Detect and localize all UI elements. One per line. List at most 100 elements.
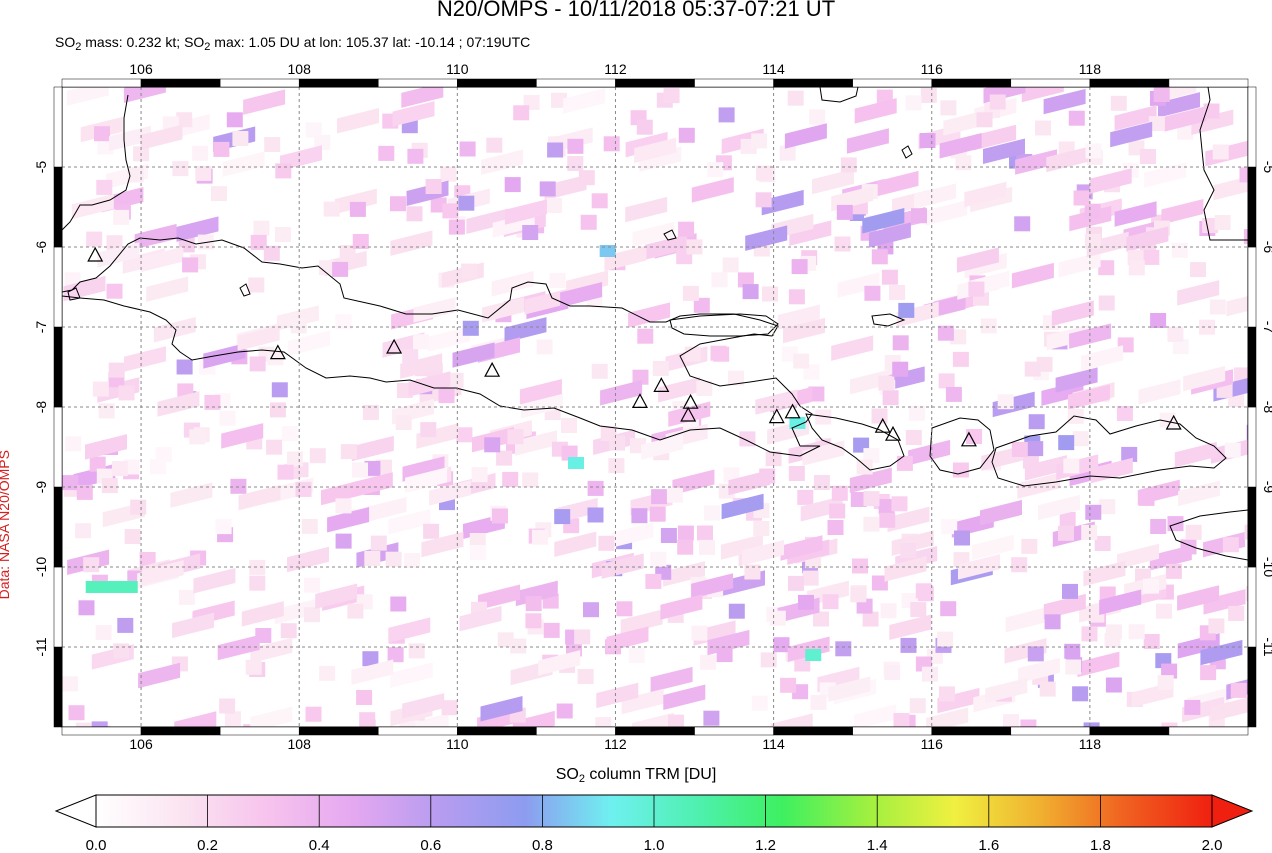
so2-pixel [62,676,79,692]
so2-pixel [219,410,236,426]
so2-pixel [997,394,1014,410]
so2-pixel [1011,262,1054,289]
so2-pixel [469,533,486,548]
so2-pixel [536,339,553,355]
so2-pixel [632,712,674,727]
frame-bar-lon [615,78,695,88]
so2-pixel [713,346,730,362]
so2-pixel [846,128,889,154]
coastline-java-south [62,295,821,457]
so2-pixel [980,499,1022,526]
so2-pixel [195,165,212,181]
so2-pixel [645,234,688,260]
colorbar-ticks: 0.0 0.2 0.4 0.6 0.8 1.0 1.2 1.4 1.6 1.8 2.0 [86,795,1222,853]
so2-pixel [75,722,92,727]
so2-pixel [471,467,488,483]
so2-pixel [1005,606,1048,633]
so2-pixel [1110,95,1127,111]
so2-pixel [1099,499,1116,515]
so2-pixel [301,518,318,534]
so2-pixel [852,558,868,574]
so2-pixel [677,525,694,541]
so2-pixel-layer [62,87,1248,727]
so2-pixel [1203,589,1246,615]
volcano-marker [1165,414,1182,430]
colorbar-tick-label: 0.0 [86,837,107,853]
so2-pixel [1116,406,1133,421]
so2-pixel [751,133,768,149]
so2-pixel [1039,681,1056,697]
so2-pixel [1164,106,1207,132]
volcano-marker [784,403,801,419]
so2-pixel [176,112,193,128]
so2-pixel [882,390,899,406]
so2-pixel [591,363,608,379]
lat-tick-label: -7 [1261,321,1272,334]
so2-pixel [863,448,880,464]
so2-pixel [362,651,379,667]
so2-pixel [881,269,898,285]
so2-pixel [504,177,521,193]
so2-pixel [880,603,897,619]
so2-pixel [889,614,932,640]
so2-pixel [1084,233,1101,249]
so2-pixel [97,242,140,268]
so2-pixel [238,484,281,511]
frame-bar-lon [1089,726,1170,736]
so2-pixel [787,90,804,106]
so2-pixel [478,584,520,610]
so2-pixel [728,603,745,619]
so2-pixel [554,531,597,557]
so2-pixel [863,516,880,532]
so2-pixel [1200,665,1217,681]
so2-pixel [668,401,711,427]
so2-pixel [703,710,720,726]
so2-pixel [632,369,649,385]
so2-pixel [1043,88,1086,115]
so2-pixel [250,234,267,250]
so2-pixel [649,506,666,522]
so2-pixel [117,617,134,633]
so2-pixel [339,245,356,261]
so2-pixel [945,386,962,402]
so2-pixel [1051,300,1094,326]
so2-pixel [909,698,926,714]
so2-pixel [203,343,246,369]
so2-pixel [224,711,241,727]
so2-pixel [423,523,440,539]
so2-pixel [497,632,514,648]
so2-pixel [1098,295,1115,311]
so2-pixel [1022,453,1039,469]
so2-pixel [850,492,867,507]
so2-pixel [1177,585,1220,611]
so2-pixel [335,314,352,330]
so2-pixel [1185,524,1202,540]
so2-pixel [604,245,647,271]
so2-pixel [447,372,464,388]
so2-pixel [189,429,206,445]
lat-tick-label: -11 [33,637,49,656]
so2-pixel [351,659,394,685]
so2-pixel [1028,414,1045,430]
frame-bar-lon [1089,78,1170,88]
so2-pixel [856,459,873,475]
so2-pixel [1055,367,1098,393]
so2-pixel [66,87,109,106]
so2-pixel [1094,536,1111,551]
lat-tick-label: -6 [33,241,49,254]
so2-pixel [884,665,901,681]
so2-pixel [452,342,495,368]
frame-bar-lat [53,326,63,408]
so2-pixel [139,552,156,567]
frame-bar-lat [1247,486,1257,568]
so2-pixel [896,455,913,471]
so2-pixel [800,496,843,522]
so2-pixel [828,676,871,702]
so2-pixel [118,385,135,401]
so2-pixel [462,320,479,336]
so2-pixel [595,717,612,727]
coastline-java-north [62,237,813,447]
so2-pixel [141,246,184,272]
so2-pixel [1083,722,1100,727]
so2-pixel [1222,537,1239,553]
